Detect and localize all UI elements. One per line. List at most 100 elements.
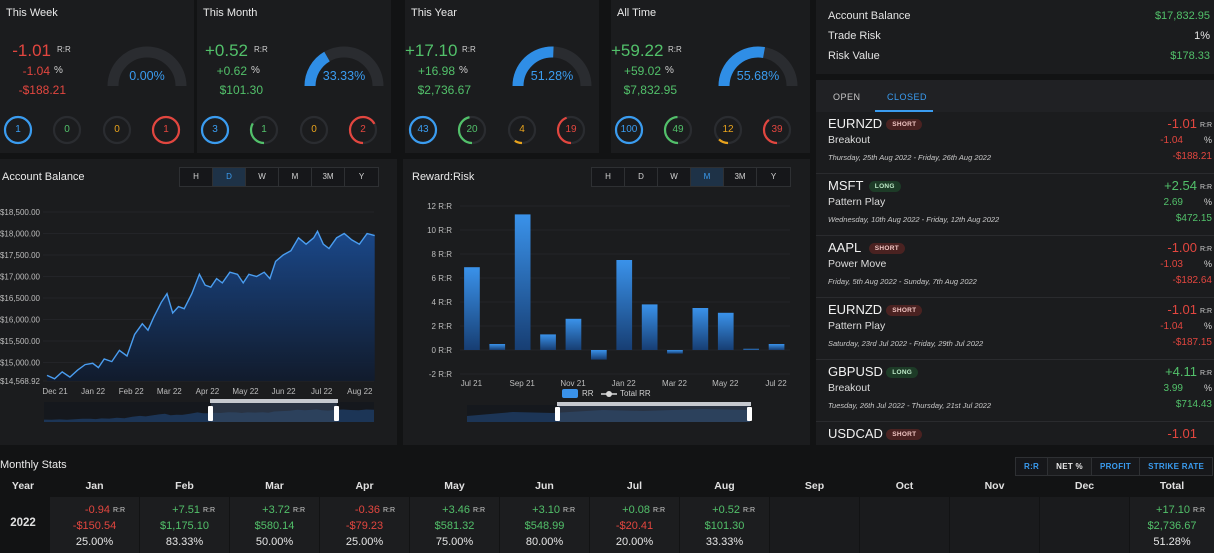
gauge-fill (512, 46, 554, 87)
timeframe-y-button[interactable]: Y (358, 172, 365, 181)
trade-rr: -1.01 (1167, 426, 1197, 441)
trade-rr: -1.01 (1167, 302, 1197, 317)
trade-pct: -1.03 (1160, 259, 1183, 270)
trade-pct: -1.04 (1160, 321, 1183, 332)
stat-card-title: All Time (617, 7, 657, 19)
trades-tabs: OPEN CLOSED (816, 80, 1214, 112)
stat-card-title: This Year (411, 7, 457, 19)
mode-strike-rate-button[interactable]: STRIKE RATE (1148, 462, 1205, 471)
monthly-money: $548.99 (524, 520, 565, 532)
trade-pct: 2.69 (1163, 197, 1183, 208)
trade-count-value: 1 (15, 124, 21, 135)
mode-r-r-button[interactable]: R:R (1016, 458, 1049, 475)
trade-list-item[interactable]: USDCAD SHORT -1.01 (816, 422, 1214, 445)
legend-rr-swatch (562, 389, 578, 398)
reward-risk-chart: 12 R:R 10 R:R 8 R:R 6 R:R 4 R:R 2 R:R 0 R:R -2 … (427, 202, 790, 422)
trade-count-value: 2 (360, 124, 366, 135)
trade-pct: 3.99 (1163, 383, 1183, 394)
timeframe-w-button[interactable]: W (246, 168, 279, 186)
trade-rr: -1.00 (1167, 240, 1197, 255)
monthly-rr-unit: R:R (203, 507, 216, 514)
stat-card-title: This Week (6, 7, 58, 19)
gauge-label: 51.28% (530, 69, 574, 83)
timeframe-m-button[interactable]: M (279, 168, 312, 186)
trade-count-value: 43 (417, 124, 429, 135)
stat-pct-value: +59.02 (623, 64, 661, 78)
y-tick-label: 2 R:R (432, 322, 453, 331)
stat-pct-unit: % (54, 65, 63, 76)
monthly-cell (950, 497, 1039, 553)
trade-strategy: Pattern Play (828, 196, 886, 208)
legend-rr-label: RR (582, 389, 594, 398)
rr-bar (641, 304, 658, 350)
trade-strategy: Pattern Play (828, 320, 886, 332)
stat-money-value: $2,736.67 (417, 83, 471, 97)
rr-bar (464, 267, 480, 350)
monthly-cell: +0.52 R:R $101.30 33.33% (680, 497, 769, 553)
mode-profit-button[interactable]: PROFIT (1092, 458, 1141, 475)
timeframe-d-button[interactable]: D (213, 168, 246, 186)
trade-list-item[interactable]: AAPL SHORT Power Move Friday, 5th Aug 2022 … (816, 236, 1214, 298)
timeframe-h-button[interactable]: H (592, 168, 625, 186)
trade-count-ring: 0 (299, 115, 329, 145)
rr-bar (565, 318, 582, 350)
y-tick-label: 10 R:R (427, 226, 452, 235)
monthly-strike-rate: 51.28% (1153, 536, 1191, 548)
timeframe-d-button[interactable]: D (625, 168, 658, 186)
timeframe-3m-button[interactable]: 3M (724, 168, 757, 186)
x-tick-label: Jul 22 (311, 387, 333, 396)
gauge-fill (304, 51, 331, 87)
monthly-money: $580.14 (254, 520, 295, 532)
rr-bar (768, 344, 785, 350)
trade-list-item[interactable]: EURNZD SHORT Pattern Play Saturday, 23rd Ju… (816, 298, 1214, 360)
timeframe-m-button[interactable]: M (691, 168, 724, 186)
x-tick-label: Jun 22 (272, 387, 297, 396)
x-tick-label: Dec 21 (42, 387, 68, 396)
trade-list-item[interactable]: EURNZD SHORT Breakout Thursday, 25th Aug 20… (816, 112, 1214, 174)
timeframe-3m-button[interactable]: 3M (312, 168, 345, 186)
tab-open[interactable]: OPEN (833, 92, 861, 102)
timeframe-w-button[interactable]: W (658, 168, 691, 186)
timeframe-y-button[interactable]: Y (770, 172, 777, 181)
trades-panel: OPEN CLOSED EURNZD SHORT Breakout Thursday,… (816, 80, 1214, 445)
gauge-label: 55.68% (736, 69, 780, 83)
monthly-strike-rate: 25.00% (75, 536, 114, 548)
monthly-strike-rate: 75.00% (435, 536, 474, 548)
x-tick-label: Jan 22 (81, 387, 106, 396)
trade-rr: +4.11 (1165, 364, 1197, 379)
mode-net--button[interactable]: NET % (1048, 458, 1092, 475)
rr-bar (514, 214, 531, 350)
trade-list-item[interactable]: MSFT LONG Pattern Play Wednesday, 10th Aug … (816, 174, 1214, 236)
monthly-header-jun: Jun (535, 480, 554, 492)
gauge-fill (718, 46, 766, 87)
trade-risk-label: Trade Risk (828, 30, 881, 42)
stat-card: This Year +17.10 R:R +16.98% $2,736.67 51.28%… (405, 0, 599, 153)
rr-bar (540, 334, 556, 350)
monthly-rr-unit: R:R (1193, 507, 1206, 514)
account-balance-row: Account Balance $17,832.95 (828, 10, 1210, 22)
tab-closed[interactable]: CLOSED (887, 92, 928, 102)
monthly-header-nov: Nov (984, 480, 1005, 492)
trade-strategy: Breakout (828, 382, 871, 394)
y-tick-label: $17,000.00 (0, 272, 41, 281)
trade-money: -$182.64 (1172, 275, 1212, 286)
trade-dates: Friday, 5th Aug 2022 - Sunday, 7th Aug 2… (828, 277, 977, 286)
monthly-stats-title: Monthly Stats (0, 459, 67, 471)
y-tick-label: $16,500.00 (0, 294, 41, 303)
strike-rate-gauge (718, 46, 798, 87)
monthly-header-aug: Aug (714, 480, 735, 492)
trade-symbol: EURNZD (828, 302, 883, 317)
rr-bar (489, 344, 506, 350)
trade-list-item[interactable]: GBPUSD LONG Breakout Tuesday, 26th Jul 2022… (816, 360, 1214, 422)
trade-count-value: 100 (620, 124, 638, 135)
trade-side-badge: LONG (886, 367, 919, 378)
trade-rr: +2.54 (1164, 178, 1197, 193)
balance-line (46, 229, 375, 380)
trade-risk-value: 1% (1194, 30, 1210, 42)
trade-strategy: Power Move (828, 258, 887, 270)
monthly-cell: +7.51 R:R $1,175.10 83.33% (140, 497, 229, 553)
monthly-cell (860, 497, 949, 553)
stat-pct-value: +0.62 (216, 64, 247, 78)
timeframe-h-button[interactable]: H (180, 168, 213, 186)
rr-bar (667, 350, 683, 354)
